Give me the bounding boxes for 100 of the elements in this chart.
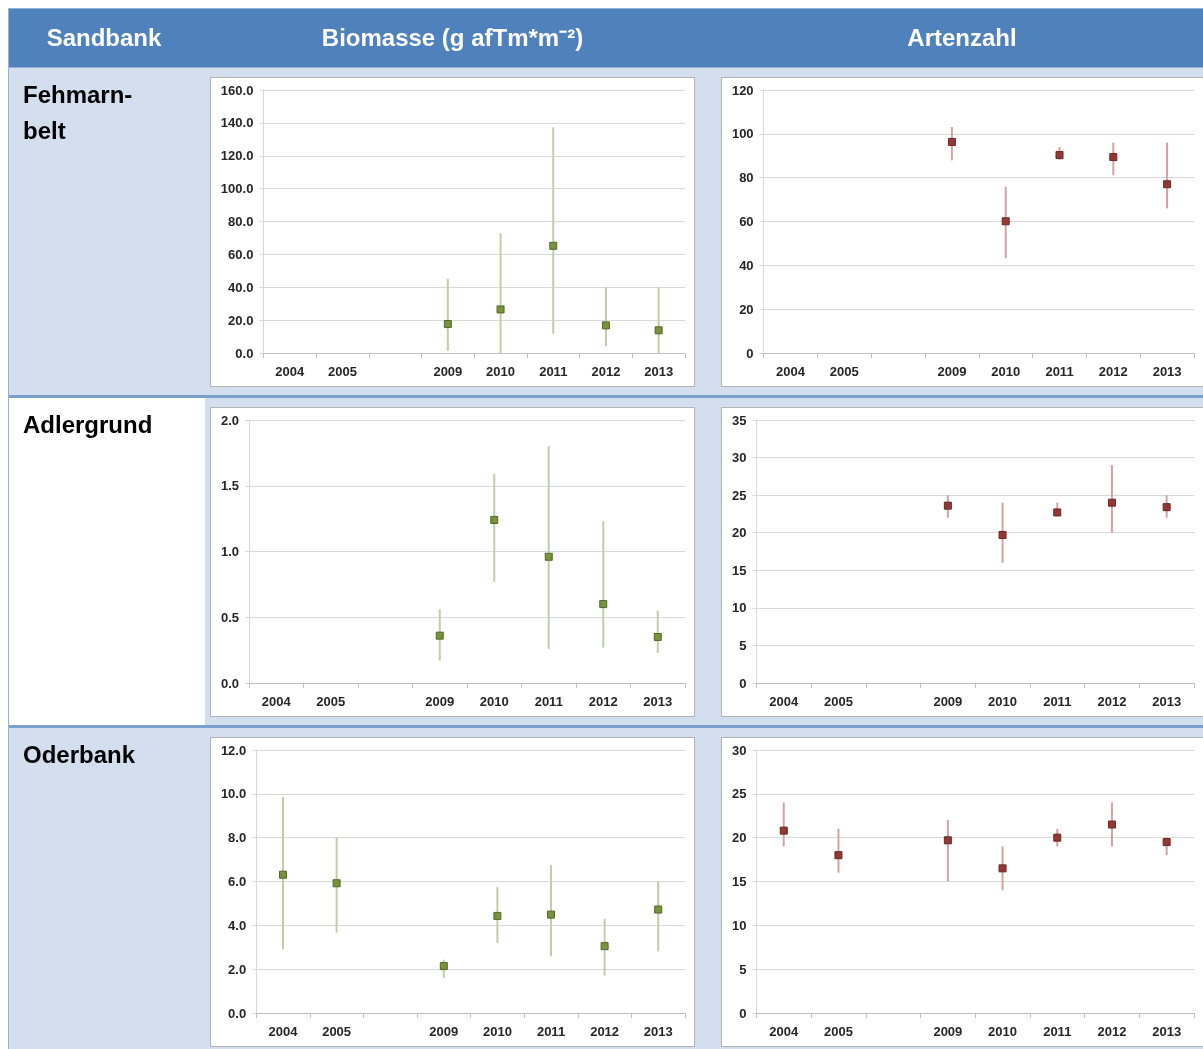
- x-tick-label: 2005: [829, 364, 859, 379]
- point: [1163, 180, 1172, 189]
- y-tick-label: 160.0: [220, 82, 254, 98]
- point: [834, 851, 843, 860]
- x-tick-label: 2005: [823, 694, 853, 709]
- y-tick-label: 1.0: [220, 544, 239, 559]
- y-tick-label: 120: [731, 82, 754, 98]
- y-tick-label: 60.0: [228, 246, 254, 262]
- point: [998, 864, 1007, 873]
- x-tick-label: 2012: [1097, 694, 1127, 709]
- x-tick-label: 2013: [644, 364, 674, 379]
- y-tick-label: 25: [731, 487, 747, 503]
- point: [1001, 217, 1010, 226]
- x-tick-label: 2010: [988, 694, 1018, 709]
- x-tick-label: 2012: [588, 694, 618, 709]
- point: [779, 826, 788, 835]
- x-tick-label: 2009: [933, 694, 963, 709]
- y-tick-label: 30: [731, 742, 747, 758]
- point: [1109, 153, 1118, 162]
- x-tick-label: 2012: [590, 1024, 620, 1039]
- y-tick-label: 100: [731, 126, 754, 142]
- chart-title: Artenzahl: [907, 24, 1017, 51]
- point: [654, 905, 663, 914]
- x-tick-label: 2013: [1152, 1024, 1182, 1039]
- y-tick-label: 100.0: [220, 181, 254, 197]
- text: Fehmarn-belt: [23, 81, 133, 144]
- x-tick-label: 2011: [1043, 1024, 1072, 1039]
- point: [998, 530, 1007, 539]
- x-tick-label: 2011: [1045, 364, 1074, 379]
- y-tick-label: 0: [746, 345, 754, 361]
- point: [279, 870, 287, 879]
- y-tick-label: 15: [731, 874, 747, 889]
- x-tick-label: 2010: [988, 1024, 1018, 1039]
- y-tick-label: 0: [739, 675, 747, 691]
- text: Sandbank: [46, 24, 162, 51]
- y-tick-label: 120.0: [220, 148, 254, 164]
- x-tick-label: 2013: [1152, 364, 1182, 379]
- y-tick-label: 10.0: [220, 786, 247, 802]
- x-tick-label: 2004: [268, 1024, 299, 1039]
- x-tick-label: 2010: [479, 694, 509, 709]
- x-tick-label: 2012: [1098, 364, 1128, 379]
- y-tick-label: 0.0: [228, 1005, 247, 1021]
- y-tick-label: 25: [731, 786, 747, 802]
- x-tick-label: 2004: [275, 364, 305, 379]
- y-tick-label: 2.0: [220, 412, 239, 428]
- y-tick-label: 20: [739, 301, 754, 317]
- y-tick-label: 80: [739, 170, 754, 186]
- text: Adlergrund: [23, 411, 153, 438]
- y-tick-label: 15: [731, 562, 747, 578]
- point: [1162, 838, 1171, 847]
- y-tick-label: 0: [739, 1005, 747, 1021]
- point: [601, 321, 610, 330]
- y-tick-label: 20: [731, 525, 747, 541]
- point: [439, 962, 448, 971]
- x-tick-label: 2009: [933, 1024, 963, 1039]
- point: [493, 911, 502, 920]
- y-tick-label: 8.0: [228, 830, 247, 846]
- y-tick-label: 60: [739, 214, 754, 229]
- x-tick-label: 2005: [316, 694, 346, 709]
- y-tick-label: 6.0: [228, 874, 247, 889]
- point: [549, 241, 558, 250]
- x-tick-label: 2012: [591, 364, 621, 379]
- y-tick-label: 0.0: [220, 675, 239, 691]
- x-tick-label: 2009: [425, 694, 455, 709]
- y-tick-label: 35: [731, 412, 747, 428]
- x-tick-label: 2013: [643, 694, 673, 709]
- x-tick-label: 2011: [539, 364, 568, 379]
- point: [600, 942, 609, 951]
- y-tick-label: 20: [731, 830, 747, 846]
- point: [1107, 820, 1116, 829]
- x-tick-label: 2004: [776, 364, 806, 379]
- y-tick-label: 5: [739, 637, 747, 653]
- y-tick-label: 40.0: [228, 279, 254, 295]
- point: [1053, 833, 1062, 842]
- x-tick-label: 2009: [429, 1024, 459, 1039]
- x-tick-label: 2011: [1043, 694, 1072, 709]
- y-tick-label: 12.0: [220, 742, 247, 758]
- x-tick-label: 2013: [643, 1024, 673, 1039]
- point: [544, 552, 553, 561]
- chart-title: Biomasse (g afTm*m⁻²): [321, 24, 584, 51]
- x-tick-label: 2009: [937, 364, 967, 379]
- x-tick-label: 2010: [991, 364, 1021, 379]
- x-tick-label: 2005: [823, 1024, 853, 1039]
- point: [496, 305, 505, 314]
- x-tick-label: 2009: [433, 364, 463, 379]
- y-tick-label: 80.0: [228, 214, 254, 229]
- point: [1107, 498, 1116, 507]
- x-tick-label: 2004: [769, 694, 799, 709]
- point: [1162, 503, 1171, 512]
- x-tick-label: 2005: [327, 364, 357, 379]
- y-tick-label: 10: [731, 917, 747, 933]
- y-tick-label: 2.0: [228, 961, 247, 977]
- x-tick-label: 2011: [536, 1024, 566, 1039]
- x-tick-label: 2010: [482, 1024, 512, 1039]
- y-tick-label: 0.0: [235, 345, 254, 361]
- y-tick-label: 140.0: [220, 115, 254, 131]
- x-tick-label: 2013: [1152, 694, 1182, 709]
- point: [443, 320, 452, 329]
- y-tick-label: 10: [731, 600, 747, 616]
- y-tick-label: 40: [739, 257, 754, 273]
